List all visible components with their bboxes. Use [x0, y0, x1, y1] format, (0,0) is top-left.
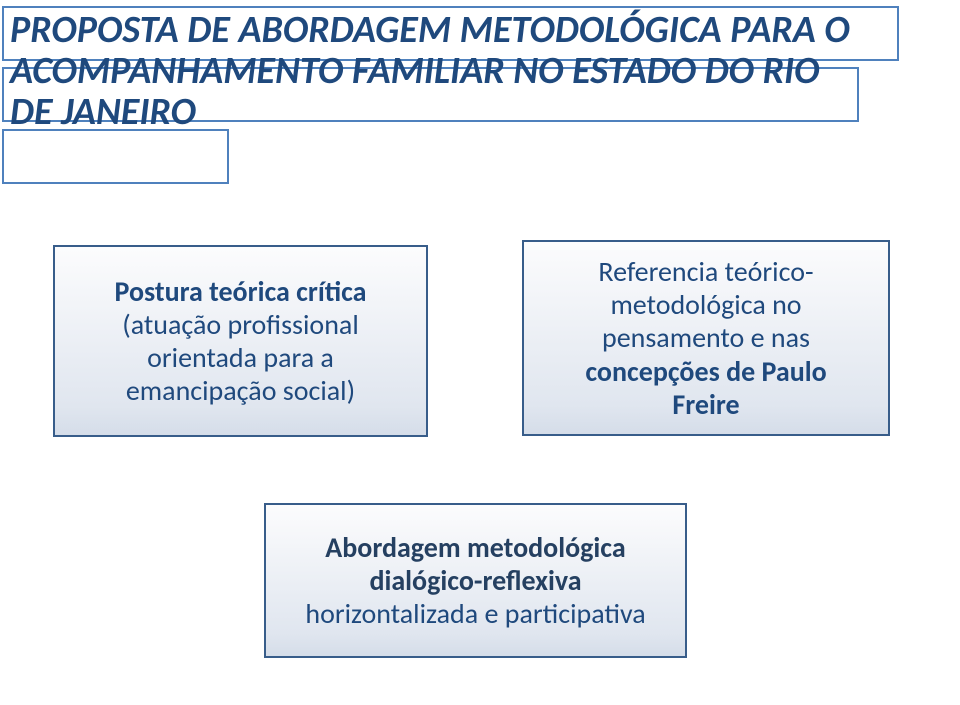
title-line-2: ACOMPANHAMENTO FAMILIAR NO ESTADO DO RIO	[10, 48, 820, 94]
box-bottom-body: horizontalizada e participativa	[305, 596, 645, 631]
box-referencia-teorica: Referencia teórico- metodológica no pens…	[522, 240, 890, 436]
title-band-3	[2, 129, 229, 184]
box-right-bold-1: concepções de Paulo	[585, 354, 826, 389]
box-left-heading: Postura teórica crítica	[115, 274, 367, 309]
box-postura-teorica: Postura teórica crítica (atuação profiss…	[53, 245, 428, 437]
page-title: PROPOSTA DE ABORDAGEM METODOLÓGICA PARA …	[10, 10, 850, 133]
box-left-body-3: emancipação social)	[126, 373, 355, 408]
box-abordagem-metodologica: Abordagem metodológica dialógico-reflexi…	[264, 503, 687, 658]
title-line-1: PROPOSTA DE ABORDAGEM METODOLÓGICA PARA …	[10, 7, 850, 53]
title-line-3: DE JANEIRO	[10, 89, 196, 135]
box-left-body-2: orientada para a	[147, 340, 334, 375]
box-right-body-3: pensamento e nas	[602, 320, 810, 355]
box-bottom-bold-2: dialógico-reflexiva	[369, 563, 581, 598]
box-right-body-1: Referencia teórico-	[598, 254, 813, 289]
box-right-bold-2: Freire	[672, 387, 739, 422]
box-right-body-2: metodológica no	[610, 287, 801, 322]
box-left-body-1: (atuação profissional	[122, 307, 359, 342]
box-bottom-bold-1: Abordagem metodológica	[325, 530, 625, 565]
